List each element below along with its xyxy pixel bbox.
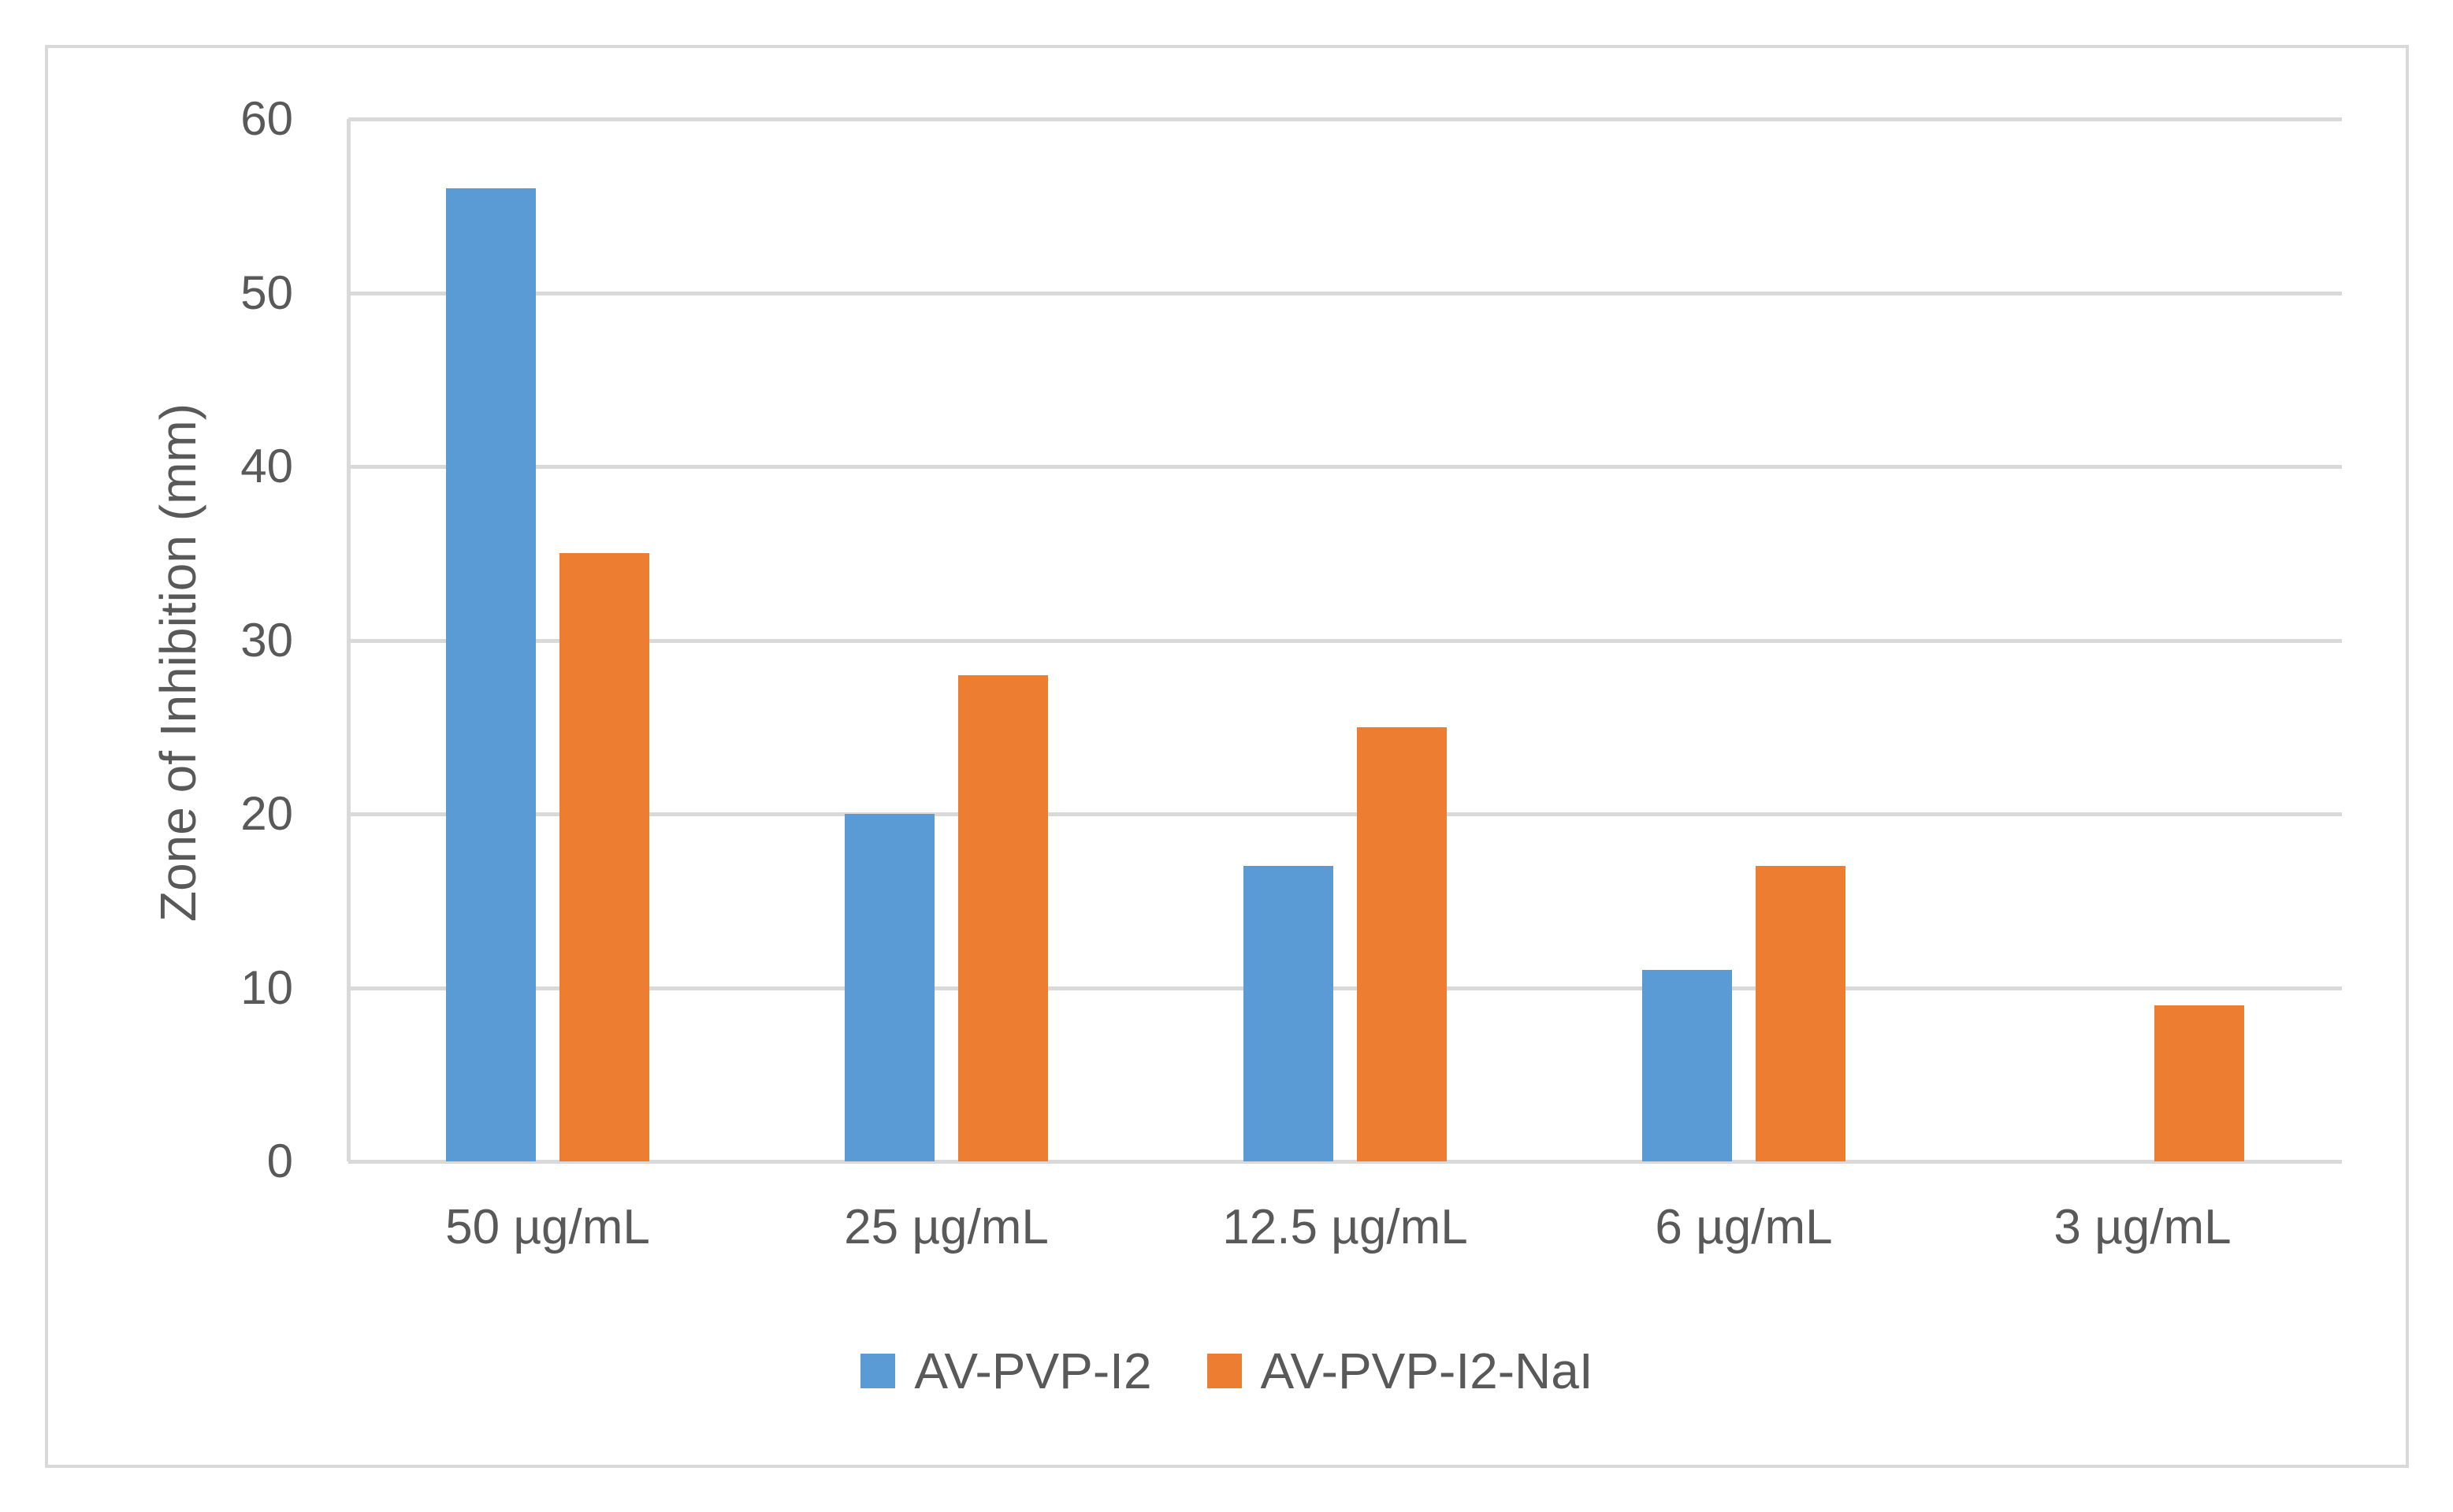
x-axis-label-4: 3 µg/mL [2053,1200,2232,1254]
x-axis-label-0: 50 µg/mL [445,1200,650,1254]
bar-AV-PVP-I2-12.5 µg/mL [1243,866,1333,1161]
y-tick-label-50: 50 [240,266,293,319]
legend-swatch-AV-PVP-I2-NaI [1206,1354,1242,1388]
bar-AV-PVP-I2-NaI-6 µg/mL [1756,866,1845,1161]
gridline-0 [348,1160,2342,1164]
legend-swatch-AV-PVP-I2 [860,1354,896,1388]
bar-AV-PVP-I2-50 µg/mL [446,188,536,1161]
legend-label-AV-PVP-I2: AV-PVP-I2 [914,1343,1152,1399]
bar-AV-PVP-I2-6 µg/mL [1642,970,1732,1161]
gridline-10 [348,986,2342,990]
bar-AV-PVP-I2-NaI-3 µg/mL [2154,1005,2244,1161]
x-axis-label-1: 25 µg/mL [844,1200,1049,1254]
y-tick-label-20: 20 [240,787,293,840]
legend: AV-PVP-I2 AV-PVP-I2-NaI [48,1342,2406,1400]
bar-AV-PVP-I2-NaI-50 µg/mL [559,553,649,1161]
plot-area [347,117,2342,1164]
legend-item-AV-PVP-I2-NaI: AV-PVP-I2-NaI [1206,1342,1593,1400]
y-tick-label-10: 10 [240,960,293,1014]
bar-AV-PVP-I2-25 µg/mL [845,814,935,1161]
y-tick-label-60: 60 [240,92,293,145]
bar-AV-PVP-I2-NaI-25 µg/mL [958,674,1048,1161]
y-tick-label-40: 40 [240,440,293,492]
gridline-50 [348,291,2342,295]
bar-AV-PVP-I2-NaI-12.5 µg/mL [1357,726,1447,1161]
gridline-40 [348,465,2342,469]
x-axis-label-2: 12.5 µg/mL [1222,1200,1468,1254]
gridline-20 [348,812,2342,816]
y-tick-label-30: 30 [240,613,293,667]
x-axis-label-3: 6 µg/mL [1655,1200,1833,1254]
legend-item-AV-PVP-I2: AV-PVP-I2 [860,1342,1152,1400]
gridline-30 [348,638,2342,643]
gridline-60 [348,117,2342,121]
legend-label-AV-PVP-I2-NaI: AV-PVP-I2-NaI [1260,1343,1593,1399]
y-tick-label-0: 0 [266,1135,293,1187]
chart-figure: Zone of Inhibition (mm) AV-PVP-I2 AV-PVP-… [45,45,2409,1468]
